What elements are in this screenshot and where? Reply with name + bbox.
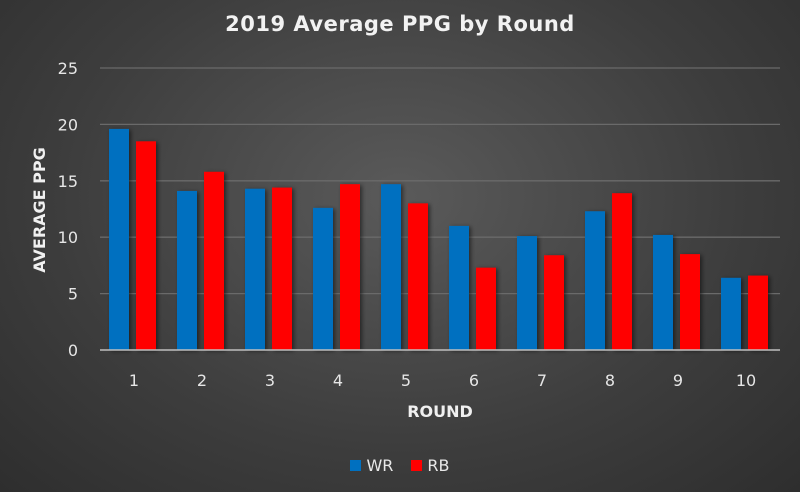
x-tick-label: 3 xyxy=(265,371,275,390)
x-tick-label: 2 xyxy=(197,371,207,390)
bar-rb-round-4 xyxy=(340,184,360,350)
chart-title: 2019 Average PPG by Round xyxy=(225,12,575,36)
legend-label-wr: WR xyxy=(366,456,394,475)
y-tick-label: 20 xyxy=(58,115,78,134)
y-tick-label: 5 xyxy=(68,285,78,304)
y-tick-label: 10 xyxy=(58,228,78,247)
legend-label-rb: RB xyxy=(427,456,450,475)
bar-wr-round-10 xyxy=(721,277,741,350)
bar-rb-round-10 xyxy=(748,275,768,350)
y-tick-label: 15 xyxy=(58,172,78,191)
bar-rb-round-6 xyxy=(476,267,496,350)
y-tick-label: 25 xyxy=(58,59,78,78)
bar-wr-round-2 xyxy=(177,190,197,350)
x-axis-title: ROUND xyxy=(407,402,473,421)
x-tick-label: 5 xyxy=(401,371,411,390)
x-tick-label: 10 xyxy=(736,371,756,390)
x-tick-label: 8 xyxy=(605,371,615,390)
bar-wr-round-7 xyxy=(517,236,537,350)
bar-wr-round-6 xyxy=(449,225,469,350)
x-tick-label: 7 xyxy=(537,371,547,390)
legend-item-rb: RB xyxy=(411,456,450,475)
bar-wr-round-9 xyxy=(653,234,673,350)
bar-wr-round-4 xyxy=(313,207,333,350)
bar-rb-round-7 xyxy=(544,255,564,350)
bar-wr-round-1 xyxy=(109,128,129,350)
bar-rb-round-5 xyxy=(408,203,428,350)
y-axis-title: AVERAGE PPG xyxy=(30,147,49,273)
bar-wr-round-3 xyxy=(245,188,265,350)
bar-rb-round-8 xyxy=(612,193,632,350)
x-tick-label: 9 xyxy=(673,371,683,390)
legend-swatch-rb xyxy=(411,460,423,471)
legend: WR RB xyxy=(0,456,800,475)
bar-rb-round-3 xyxy=(272,187,292,350)
y-tick-label: 0 xyxy=(68,341,78,360)
bar-rb-round-1 xyxy=(136,141,156,350)
bar-rb-round-2 xyxy=(204,171,224,350)
bar-wr-round-8 xyxy=(585,211,605,350)
legend-swatch-wr xyxy=(350,460,362,471)
legend-item-wr: WR xyxy=(350,456,393,475)
x-tick-label: 1 xyxy=(129,371,139,390)
bar-wr-round-5 xyxy=(381,184,401,350)
x-tick-label: 4 xyxy=(333,371,343,390)
bar-rb-round-9 xyxy=(680,254,700,350)
x-tick-label: 6 xyxy=(469,371,479,390)
